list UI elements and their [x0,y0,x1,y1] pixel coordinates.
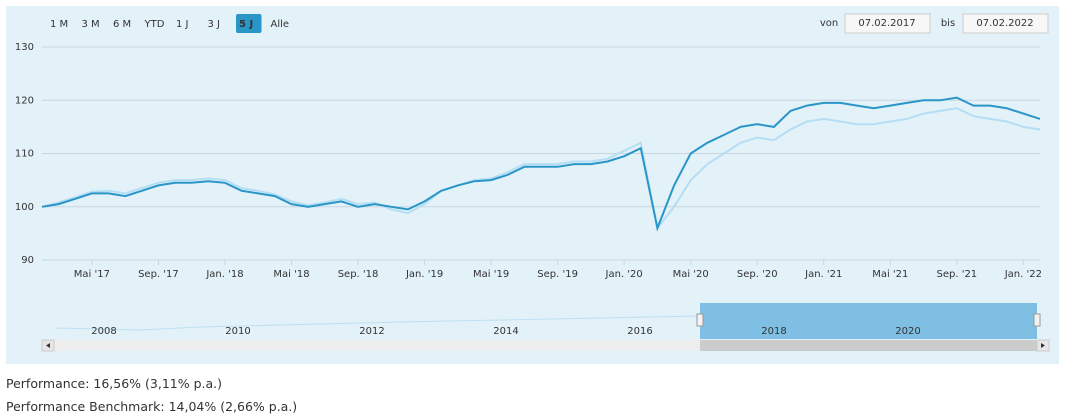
x-tick-label: Sep. '17 [138,269,179,280]
chart: 1 M 3 M 6 M YTD 1 J 3 J 5 J Alle von 07.02.2017… [6,6,1059,364]
navigator-handle[interactable] [696,313,704,327]
y-tick-label: 120 [15,95,34,106]
y-tick-label: 130 [15,42,34,53]
range-button[interactable]: 3 J [208,19,221,30]
y-tick-label: 110 [15,149,34,160]
range-button[interactable]: 5 J [239,19,253,30]
x-tick-label: Sep. '19 [537,269,578,280]
x-tick-label: Jan. '20 [605,269,643,280]
x-tick-label: Sep. '20 [737,269,778,280]
x-tick-label: Jan. '21 [804,269,842,280]
x-tick-label: Sep. '21 [936,269,977,280]
navigator-label: 2020 [895,326,920,337]
navigator-labels: 2008 2010 2012 2014 2016 2018 2020 [91,326,920,337]
series-line [41,107,1041,231]
navigator-label: 2018 [761,326,786,337]
range-button[interactable]: YTD [144,19,165,30]
scroll-right-arrow [1041,343,1045,348]
x-tick-label: Jan. '22 [1004,269,1042,280]
to-label: bis [941,18,955,29]
range-button[interactable]: Alle [271,19,290,30]
x-tick-label: Sep. '18 [338,269,379,280]
range-selector: 1 M 3 M 6 M YTD 1 J 3 J 5 J Alle [50,14,289,33]
from-date[interactable]: 07.02.2017 [858,18,915,29]
range-button[interactable]: 1 M [50,19,68,30]
navigator-label: 2008 [91,326,116,337]
from-label: von [820,18,838,29]
navigator-window[interactable] [700,303,1037,339]
to-date[interactable]: 07.02.2022 [976,18,1033,29]
y-tick-label: 100 [15,202,34,213]
to-input[interactable] [962,13,1049,34]
performance: Performance: 16,56% (3,11% p.a.) [6,376,223,391]
navigator-label: 2016 [627,326,652,337]
navigator-label: 2012 [359,326,384,337]
x-tick-label: Mai '18 [273,269,309,280]
scrollbar-thumb[interactable] [700,340,1037,351]
performance-benchmark: Performance Benchmark: 14,04% (2,66% p.a… [6,399,298,414]
navigator-handle[interactable] [1033,313,1041,327]
x-tick-label: Jan. '18 [205,269,243,280]
scrollbar-track[interactable] [42,340,1049,351]
navigator-line [55,315,701,331]
navigator-label: 2010 [225,326,250,337]
range-button[interactable]: 1 J [176,19,189,30]
y-tick-label: 90 [21,255,34,266]
x-tick-label: Jan. '19 [405,269,443,280]
series-line [41,96,1041,232]
from-input[interactable] [844,13,931,34]
range-button[interactable]: 6 M [113,19,131,30]
x-tick-label: Mai '21 [872,269,908,280]
x-tick-label: Mai '20 [673,269,709,280]
range-button[interactable]: 3 M [82,19,100,30]
x-tick-label: Mai '17 [74,269,110,280]
range-button-bg[interactable] [236,14,262,33]
scroll-left-arrow [46,343,50,348]
navigator-label: 2014 [493,326,518,337]
x-tick-label: Mai '19 [473,269,509,280]
